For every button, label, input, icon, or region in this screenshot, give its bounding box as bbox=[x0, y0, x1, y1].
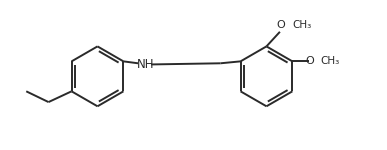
Text: O: O bbox=[277, 20, 286, 30]
Text: O: O bbox=[305, 56, 314, 66]
Text: CH₃: CH₃ bbox=[292, 20, 312, 30]
Text: NH: NH bbox=[137, 58, 154, 71]
Text: CH₃: CH₃ bbox=[321, 56, 340, 66]
